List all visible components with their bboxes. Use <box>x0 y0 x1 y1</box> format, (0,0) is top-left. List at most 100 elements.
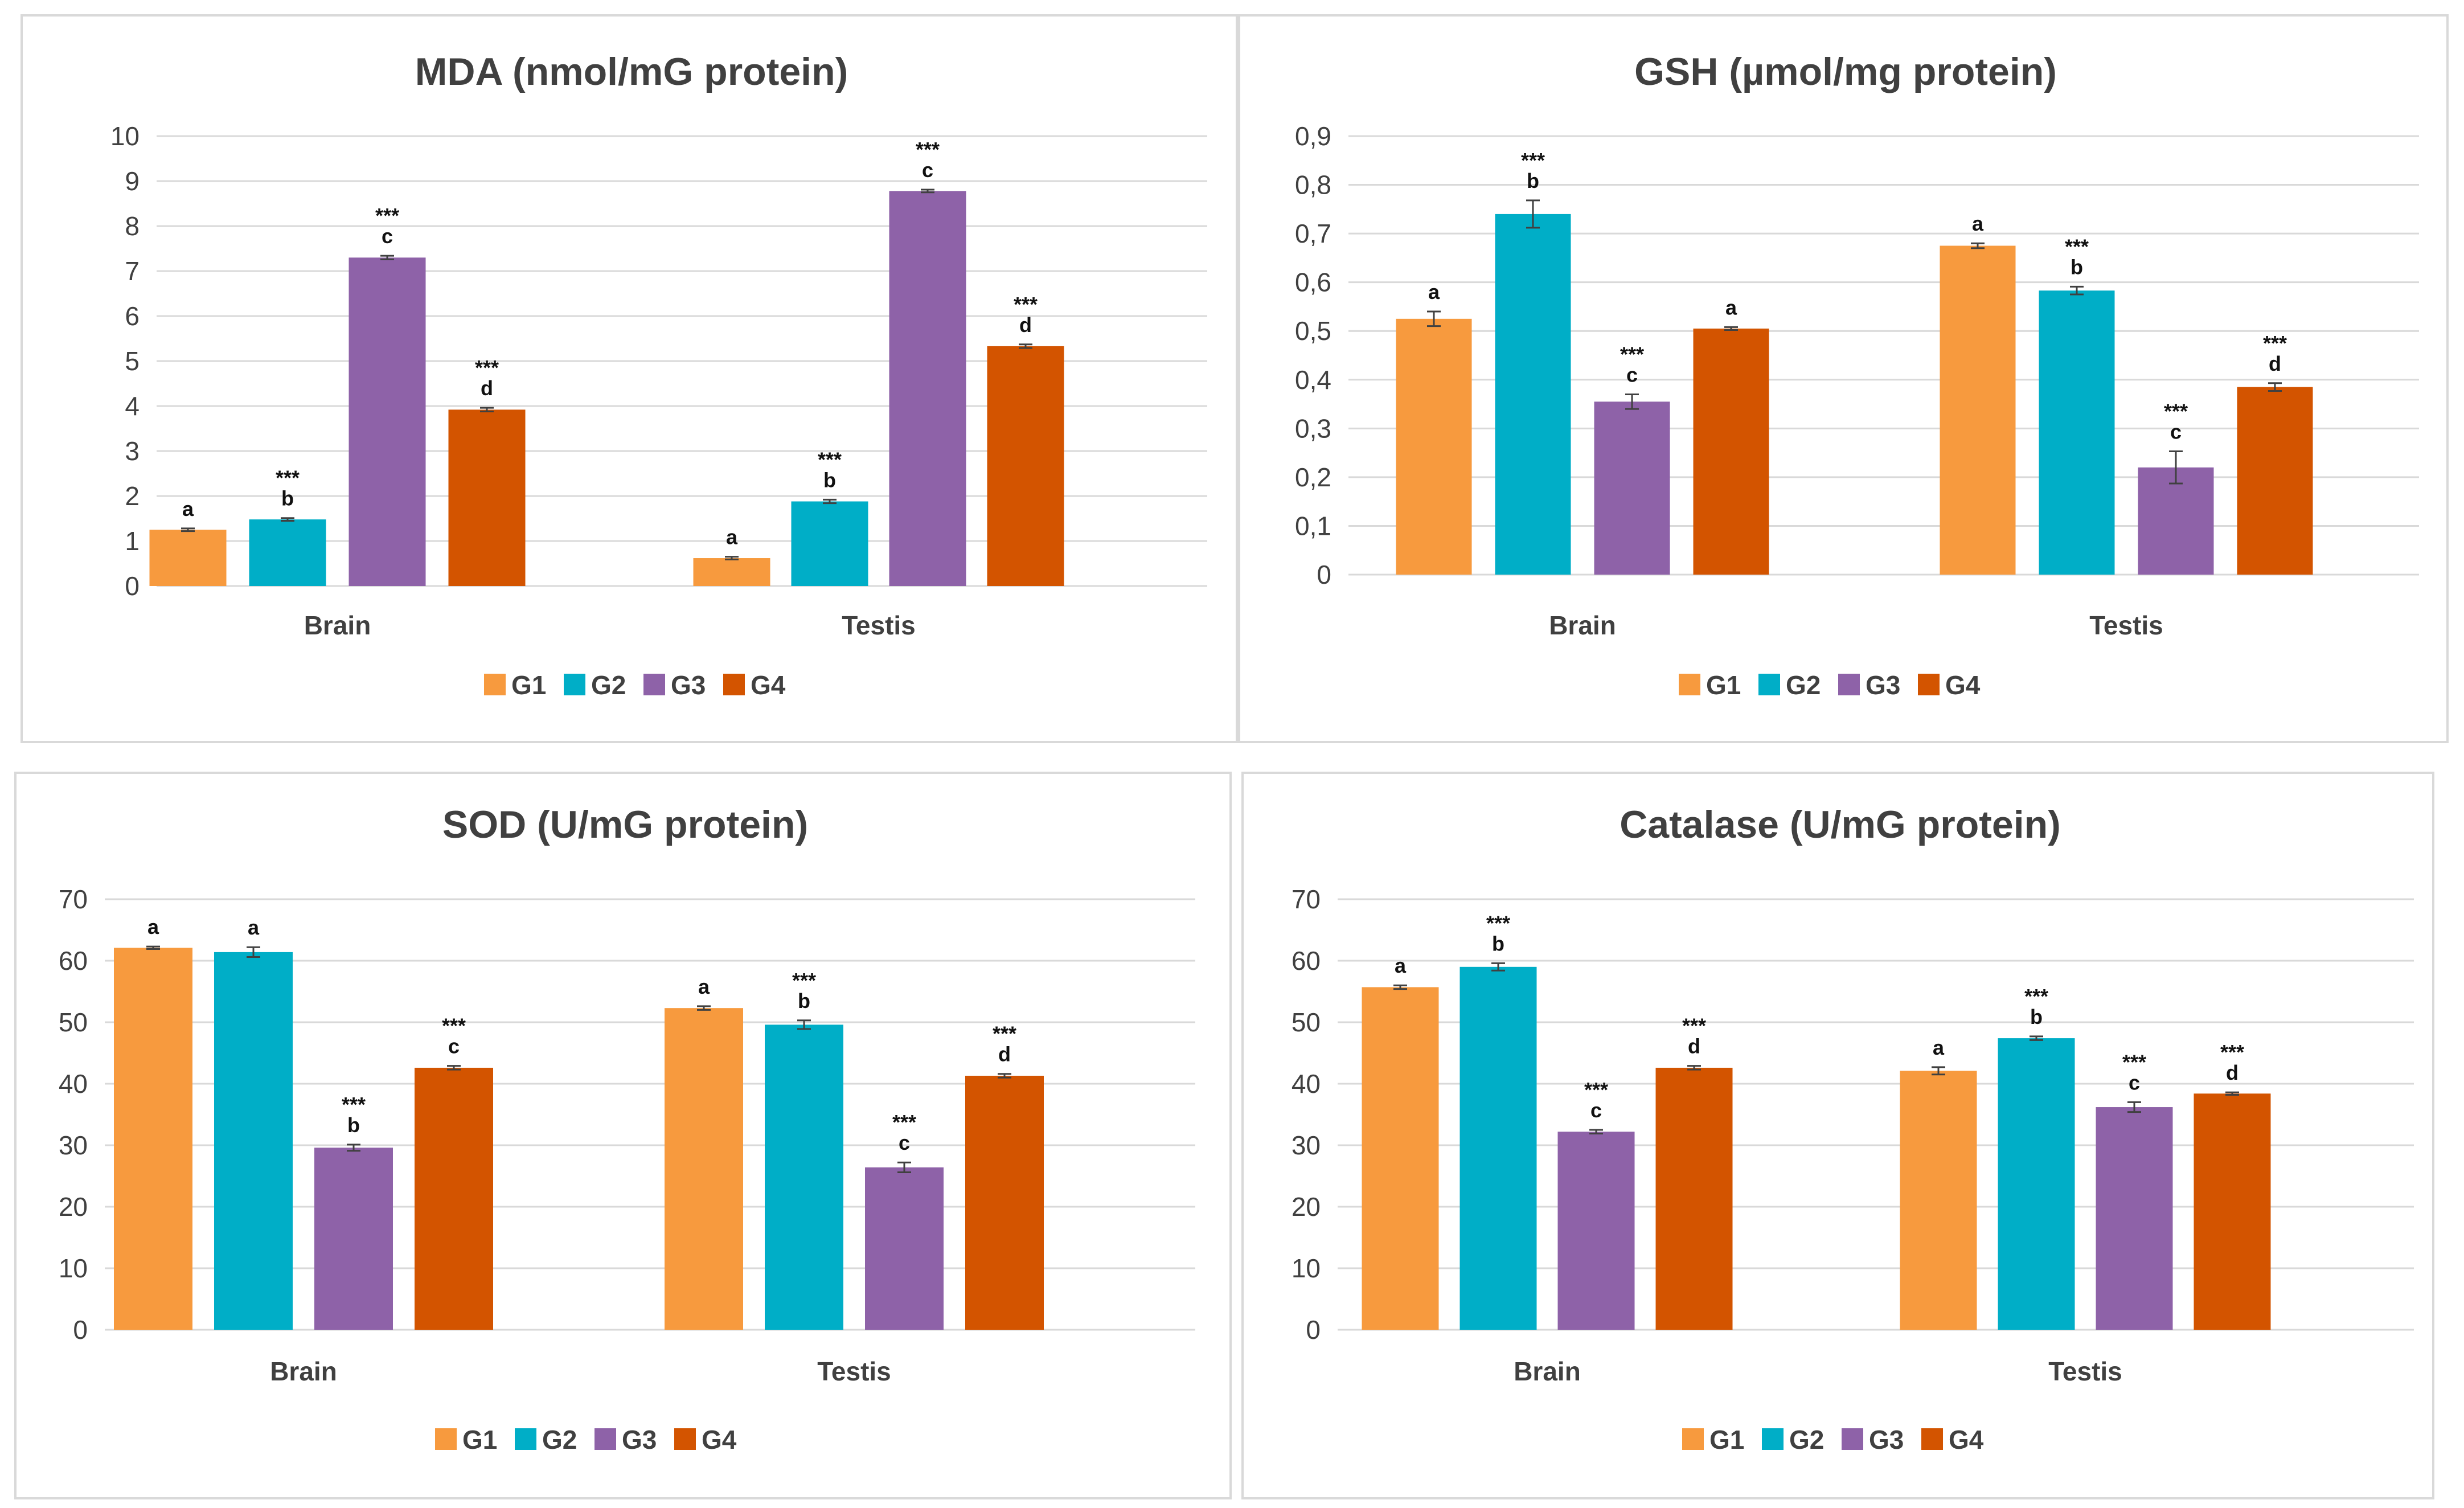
bar-g2-testis <box>1998 1038 2075 1330</box>
bar-g1-testis <box>665 1008 743 1330</box>
significance-letter: c <box>382 224 393 248</box>
x-category-label: Brain <box>1514 1357 1581 1386</box>
legend-label: G2 <box>1786 670 1821 700</box>
legend-swatch <box>643 674 665 695</box>
significance-stars: *** <box>1014 293 1038 316</box>
bar-g1-testis <box>1940 245 2016 575</box>
bar-g2-testis <box>791 501 868 586</box>
legend-label: G1 <box>1706 670 1741 700</box>
legend-label: G3 <box>622 1425 657 1454</box>
y-tick-label: 1 <box>125 526 140 556</box>
y-tick-label: 10 <box>59 1253 88 1283</box>
y-tick-label: 10 <box>1292 1253 1321 1283</box>
chart-title: Catalase (U/mG protein) <box>1620 803 2061 846</box>
y-tick-label: 40 <box>1292 1069 1321 1099</box>
significance-letter: a <box>698 975 710 998</box>
significance-letter: b <box>2030 1005 2043 1028</box>
significance-stars: *** <box>1682 1014 1706 1038</box>
significance-stars: *** <box>993 1022 1016 1046</box>
significance-stars: *** <box>475 356 499 379</box>
y-tick-label: 70 <box>59 884 88 914</box>
y-tick-label: 50 <box>59 1007 88 1037</box>
significance-letter: b <box>823 468 836 491</box>
significance-letter: a <box>248 916 260 939</box>
y-tick-label: 60 <box>1292 946 1321 976</box>
significance-letter: a <box>726 526 738 549</box>
significance-letter: a <box>182 497 194 521</box>
significance-letter: d <box>481 376 493 400</box>
significance-letter: c <box>1626 363 1638 386</box>
significance-stars: *** <box>276 466 300 490</box>
significance-stars: *** <box>1486 911 1510 935</box>
y-tick-label: 9 <box>125 166 140 196</box>
significance-stars: *** <box>818 448 842 471</box>
x-category-label: Brain <box>1549 610 1616 640</box>
significance-letter: d <box>998 1043 1011 1066</box>
significance-stars: *** <box>2065 235 2089 258</box>
legend-swatch <box>1838 674 1860 695</box>
legend-label: G4 <box>1949 1425 1984 1454</box>
significance-stars: *** <box>892 1110 916 1134</box>
x-category-label: Testis <box>2048 1357 2122 1386</box>
legend-swatch <box>1762 1428 1784 1450</box>
legend-swatch <box>1842 1428 1863 1450</box>
legend-label: G2 <box>591 670 626 700</box>
y-tick-label: 0,4 <box>1295 365 1331 395</box>
legend-label: G1 <box>462 1425 497 1454</box>
legend-swatch <box>723 674 745 695</box>
bar-g3-testis <box>889 191 966 586</box>
x-category-label: Brain <box>304 610 371 640</box>
y-tick-label: 0,3 <box>1295 413 1331 443</box>
y-tick-label: 0 <box>73 1315 88 1345</box>
legend-swatch <box>1921 1428 1943 1450</box>
y-tick-label: 40 <box>59 1069 88 1099</box>
significance-letter: b <box>347 1113 360 1137</box>
bar-g3-testis <box>865 1167 944 1330</box>
legend-swatch <box>1918 674 1940 695</box>
bar-g2-brain <box>249 519 326 586</box>
legend-swatch <box>674 1428 696 1450</box>
y-tick-label: 0,6 <box>1295 268 1331 297</box>
y-tick-label: 0,7 <box>1295 219 1331 248</box>
y-tick-label: 30 <box>1292 1130 1321 1160</box>
legend-swatch <box>1682 1428 1704 1450</box>
significance-letter: c <box>2170 420 2182 444</box>
x-category-label: Testis <box>842 610 916 640</box>
y-tick-label: 50 <box>1292 1007 1321 1037</box>
significance-stars: *** <box>2263 331 2287 355</box>
bar-g4-testis <box>2194 1093 2271 1330</box>
chart-panel-mda: MDA (nmol/mG protein) 0 1 2 3 4 5 6 7 8 9 10 a b *** c *… <box>21 14 1238 743</box>
bar-g3-brain <box>349 257 426 586</box>
significance-letter: d <box>1019 313 1032 337</box>
legend-label: G3 <box>1869 1425 1904 1454</box>
y-tick-label: 6 <box>125 301 140 331</box>
bar-g1-brain <box>1362 987 1439 1330</box>
significance-stars: *** <box>342 1093 366 1116</box>
y-tick-label: 0,2 <box>1295 462 1331 492</box>
significance-stars: *** <box>1521 149 1545 172</box>
y-tick-label: 5 <box>125 346 140 376</box>
significance-stars: *** <box>2024 985 2048 1008</box>
bar-g3-brain <box>1557 1132 1635 1330</box>
bar-g2-testis <box>2039 290 2115 575</box>
significance-letter: c <box>448 1035 460 1058</box>
significance-letter: b <box>281 487 294 510</box>
y-tick-label: 20 <box>59 1192 88 1222</box>
bar-g1-testis <box>1900 1071 1977 1330</box>
legend-swatch <box>435 1428 457 1450</box>
y-tick-label: 60 <box>59 946 88 976</box>
y-tick-label: 0 <box>1306 1315 1321 1345</box>
bar-g4-brain <box>1655 1067 1733 1330</box>
significance-stars: *** <box>2220 1040 2244 1064</box>
legend-swatch <box>1679 674 1700 695</box>
y-tick-label: 0,5 <box>1295 316 1331 346</box>
bar-g3-brain <box>1594 401 1670 575</box>
bar-g3-testis <box>2138 467 2214 575</box>
bar-g2-brain <box>1495 214 1571 575</box>
x-category-label: Testis <box>2089 610 2163 640</box>
significance-letter: b <box>798 989 810 1013</box>
legend-label: G1 <box>511 670 546 700</box>
significance-letter: a <box>1428 280 1440 304</box>
bar-g4-testis <box>2237 387 2313 575</box>
